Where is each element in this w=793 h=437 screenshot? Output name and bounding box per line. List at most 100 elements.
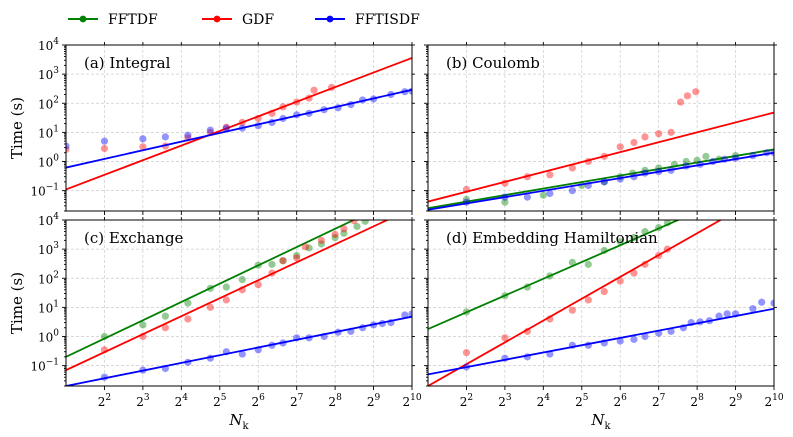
fftdf-point-4	[568, 258, 576, 267]
y-tick-label-2: 102	[38, 270, 59, 286]
gdf-point-9	[279, 257, 287, 265]
gdf-point-4	[206, 303, 214, 311]
x-tick-label-10-exp: 10	[772, 393, 784, 403]
gdf-point-12	[317, 236, 326, 244]
gdf-point-3	[546, 171, 554, 179]
x-tick-label-4-exp: 4	[182, 393, 188, 403]
x-tick-label-8-base: 2	[328, 395, 336, 409]
x-tick-label-6-exp: 6	[621, 393, 627, 403]
fftisdf-point-2	[139, 135, 147, 143]
fftisdf-point-11	[667, 327, 675, 335]
fftisdf-point-3	[546, 189, 554, 198]
y-axis-label-top: Time (s)	[8, 97, 26, 159]
fftisdf-point-17	[723, 310, 731, 318]
fftisdf-point-19	[401, 311, 409, 319]
y-tick-label-1-base: 10	[38, 301, 53, 315]
x-tick-label-4: 24	[537, 393, 551, 409]
x-tick-label-4-exp: 4	[544, 393, 550, 403]
y-tick-label-0-exp: 0	[53, 154, 59, 164]
x-tick-label-3: 23	[136, 393, 150, 409]
fftisdf-point-19	[749, 305, 757, 313]
fftdf-point-15	[353, 222, 361, 231]
fftisdf-point-6	[222, 124, 230, 132]
y-tick-label-2-base: 10	[38, 272, 53, 286]
gdf-point-8	[630, 269, 638, 277]
gdf-point-14	[692, 88, 700, 96]
fftdf-point-16	[361, 220, 369, 225]
ticks	[62, 217, 415, 390]
x-tick-label-7-exp: 7	[298, 393, 304, 403]
fftdf-point-1	[139, 321, 147, 329]
gdf-point-5	[584, 296, 592, 304]
gdf-point-1	[501, 334, 509, 342]
x-tick-label-7: 27	[290, 393, 304, 409]
gdf-point-4	[568, 164, 576, 172]
gdf-point-2	[161, 324, 169, 332]
x-tick-label-4-base: 2	[537, 395, 545, 409]
y-tick-label-2-exp: 2	[53, 270, 59, 280]
y-tick-label-3: 103	[38, 66, 59, 82]
gdf-fit-line	[428, 111, 774, 203]
gdf-point-10	[293, 254, 301, 262]
y-tick-label-4-base: 10	[38, 214, 53, 228]
fftisdf-point-20	[408, 310, 412, 318]
fftdf-point-10	[293, 251, 301, 260]
y-tick-label-1: 101	[38, 124, 59, 140]
x-tick-label-8-exp: 8	[336, 393, 342, 403]
x-tick-label-2: 22	[98, 393, 111, 409]
gdf-point-15	[350, 220, 358, 225]
y-tick-label-4-base: 10	[38, 39, 53, 53]
y-tick-label-1-exp: 1	[53, 124, 59, 134]
ticks	[62, 42, 415, 215]
fftdf-point-14	[340, 229, 348, 237]
x-tick-label-10: 210	[764, 393, 783, 409]
x-tick-label-8: 28	[328, 393, 342, 409]
panel-title: (b) Coulomb	[446, 54, 540, 72]
gdf-point-6	[600, 287, 608, 296]
y-tick-label-1-exp: 1	[53, 299, 59, 309]
gdf-point-5	[222, 296, 230, 304]
gdf-point-12	[676, 98, 685, 106]
fftisdf-fit-line	[66, 88, 412, 169]
panel-frame	[427, 219, 775, 387]
fftisdf-fit-line	[428, 307, 774, 376]
x-tick-label-10: 210	[402, 393, 421, 409]
y-tick-label-−1: 10−1	[30, 183, 59, 199]
fftisdf-point-4	[568, 187, 576, 195]
gdf-fit-line	[428, 220, 723, 386]
y-tick-label-0: 100	[38, 154, 59, 170]
fftisdf-point-6	[238, 350, 246, 358]
y-tick-label-2-base: 10	[38, 97, 53, 111]
x-tick-label-5-exp: 5	[583, 393, 589, 403]
y-tick-label-1: 101	[38, 299, 59, 315]
fftisdf-fit-line	[66, 315, 412, 386]
panel-title: (c) Exchange	[84, 229, 184, 247]
fftdf-point-2	[539, 191, 547, 199]
x-tick-label-5: 25	[213, 393, 227, 409]
x-tick-label-6: 26	[614, 393, 628, 409]
plot-area	[66, 220, 412, 386]
fftdf-fit-line	[66, 220, 356, 358]
legend-fftdf-label: FFTDF	[108, 12, 158, 28]
gdf-point-13	[310, 86, 318, 94]
x-tick-label-3: 23	[498, 393, 512, 409]
y-tick-label-−1-base: 10	[30, 360, 45, 374]
gdf-point-13	[683, 92, 692, 100]
x-tick-label-4-base: 2	[175, 395, 183, 409]
x-tick-label-7-base: 2	[290, 395, 298, 409]
fftisdf-fit-line	[428, 151, 774, 211]
legend-fftisdf-marker	[326, 15, 334, 23]
fftdf-point-12	[317, 240, 326, 248]
x-tick-label-3-exp: 3	[506, 393, 512, 403]
fftisdf-point-4	[184, 131, 192, 139]
fftdf-point-5	[222, 283, 230, 291]
panel-frame	[427, 44, 775, 212]
gdf-point-11	[301, 243, 310, 251]
legend-gdf-marker	[213, 15, 221, 23]
x-tick-label-6-exp: 6	[259, 393, 265, 403]
x-tick-label-2-exp: 2	[105, 393, 111, 403]
x-tick-label-2-base: 2	[460, 395, 468, 409]
legend-gdf-label: GDF	[242, 12, 274, 28]
